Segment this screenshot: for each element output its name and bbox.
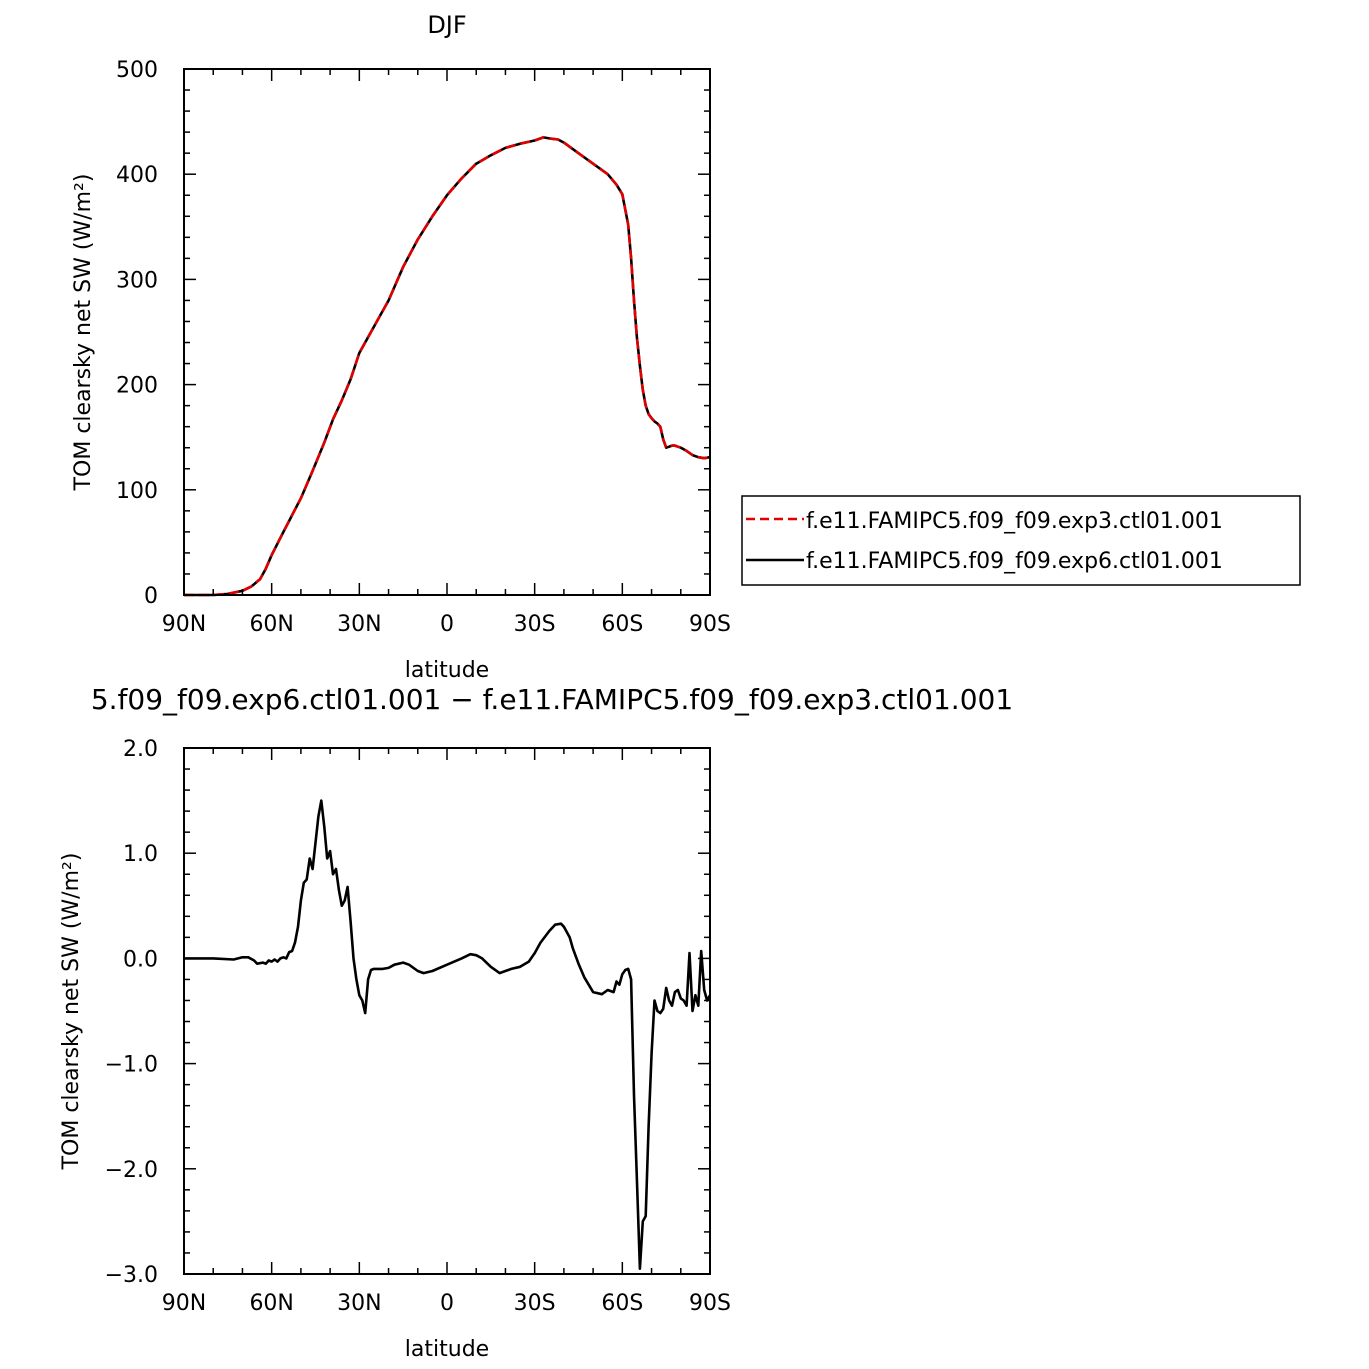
bottom-y-tick-label: 1.0 [123, 842, 158, 867]
bottom-y-tick-label: −2.0 [105, 1158, 158, 1183]
top-x-tick-label: 30S [514, 612, 556, 637]
top-axes: 90N 60N 30N 0 30S 60S 90S 0 100 200 300 400 500 [116, 58, 731, 637]
bottom-x-tick-label: 30N [337, 1291, 381, 1316]
legend-label-exp6: f.e11.FAMIPC5.f09_f09.exp6.ctl01.001 [806, 549, 1223, 574]
bottom-x-tick-label: 90N [162, 1291, 206, 1316]
bottom-x-axis-label: latitude [405, 1337, 489, 1362]
bottom-y-axis-label: TOM clearsky net SW (W/m²) [59, 853, 84, 1171]
top-y-tick-label: 500 [116, 58, 158, 83]
top-x-tick-label: 60N [249, 612, 293, 637]
top-y-tick-label: 0 [144, 584, 158, 609]
top-x-tick-label: 30N [337, 612, 381, 637]
top-y-tick-label: 200 [116, 374, 158, 399]
top-series-line-1 [184, 136, 711, 597]
bottom-series-line-1 [184, 799, 712, 1270]
bottom-x-tick-label: 0 [440, 1291, 454, 1316]
bottom-series-group [184, 799, 712, 1270]
top-series-line-2 [184, 136, 711, 597]
bottom-x-tick-label: 60S [601, 1291, 643, 1316]
legend: f.e11.FAMIPC5.f09_f09.exp3.ctl01.001 f.e… [741, 495, 1301, 586]
bottom-y-tick-label: −3.0 [105, 1263, 158, 1288]
top-plot-frame [183, 68, 711, 596]
top-chart: DJF 90N 60N 30N 0 30S 60S 90S0100200300400500 … [71, 11, 1301, 683]
bottom-y-tick-label: 0.0 [123, 947, 158, 972]
bottom-x-tick-label: 30S [514, 1291, 556, 1316]
bottom-y-tick-label: 2.0 [123, 737, 158, 762]
bottom-axes: 90N 60N 30N 0 30S 60S 90S −3.0 −2.0 −1.0 0.0 1.0 2.0 [105, 737, 731, 1316]
legend-label-exp3: f.e11.FAMIPC5.f09_f09.exp3.ctl01.001 [806, 509, 1223, 534]
top-x-tick-label: 90S [689, 612, 731, 637]
top-x-axis-label: latitude [405, 658, 489, 683]
top-y-tick-label: 100 [116, 479, 158, 504]
bottom-chart-title: 5.f09_f09.exp6.ctl01.001 − f.e11.FAMIPC5… [91, 683, 1013, 716]
legend-box [741, 495, 1301, 586]
bottom-x-tick-label: 60N [249, 1291, 293, 1316]
top-x-tick-label: 60S [601, 612, 643, 637]
bottom-x-tick-label: 90S [689, 1291, 731, 1316]
top-y-tick-label: 400 [116, 163, 158, 188]
top-chart-title: DJF [427, 11, 466, 39]
top-series-group [184, 136, 711, 597]
top-x-tick-label: 0 [440, 612, 454, 637]
bottom-chart: 5.f09_f09.exp6.ctl01.001 − f.e11.FAMIPC5… [59, 683, 1013, 1362]
bottom-y-tick-label: −1.0 [105, 1053, 158, 1078]
top-y-tick-label: 300 [116, 268, 158, 293]
top-x-tick-label: 90N [162, 612, 206, 637]
top-y-axis-label: TOM clearsky net SW (W/m²) [71, 174, 96, 492]
